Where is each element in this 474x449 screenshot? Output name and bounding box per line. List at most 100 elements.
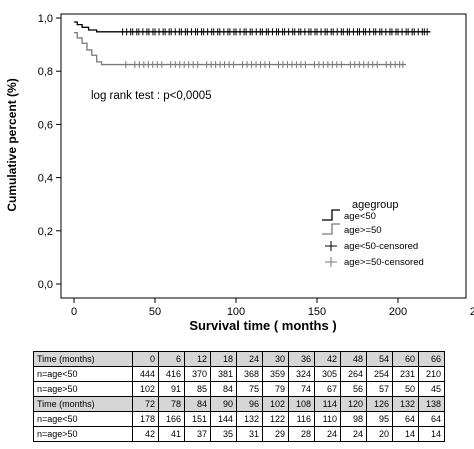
x-tick-label: 0 <box>71 306 77 318</box>
risk-table-header-cell: Time (months) <box>33 396 133 412</box>
log-rank-annotation: log rank test : p<0,0005 <box>91 90 212 102</box>
risk-table-value-cell: 305 <box>314 366 341 382</box>
risk-table-value-cell: 45 <box>418 381 445 397</box>
survival-chart: 0 50 100 150 200 250 0,0 0,2 0,4 0,6 0,8 1,0 Cumula… <box>5 13 474 333</box>
y-tick-label: 0,4 <box>38 173 53 185</box>
y-tick-label: 0,8 <box>38 66 53 78</box>
risk-table-time-cell: 66 <box>418 351 445 367</box>
risk-table-value-cell: 75 <box>236 381 263 397</box>
risk-table-value-cell: 166 <box>158 411 185 427</box>
chart-ticks: 0 50 100 150 200 250 0,0 0,2 0,4 0,6 0,8 1,0 <box>38 13 474 318</box>
risk-table-value-cell: 91 <box>158 381 185 397</box>
risk-table-value-cell: 37 <box>184 426 211 442</box>
risk-table-value-cell: 102 <box>132 381 159 397</box>
risk-table-time-cell: 54 <box>366 351 393 367</box>
risk-table-row-label: n=age>50 <box>33 381 133 397</box>
risk-table-value-cell: 64 <box>392 411 419 427</box>
y-axis-title: Cumulative percent (%) <box>5 78 19 211</box>
risk-table-row: n=age<50 444 416 370 381 368 359 324 305 264 254 23… <box>33 366 445 382</box>
risk-table-value-cell: 57 <box>366 381 393 397</box>
risk-table-value-cell: 116 <box>288 411 315 427</box>
risk-table-value-cell: 416 <box>158 366 185 382</box>
risk-table-row: n=age>50 102 91 85 84 75 79 74 67 56 57 50 45 <box>33 381 445 397</box>
risk-table-value-cell: 210 <box>418 366 445 382</box>
risk-table-time-cell: 126 <box>366 396 393 412</box>
risk-table-value-cell: 24 <box>340 426 367 442</box>
risk-table-time-cell: 132 <box>392 396 419 412</box>
risk-table-value-cell: 79 <box>262 381 289 397</box>
risk-table-time-cell: 72 <box>132 396 159 412</box>
risk-table-time-row: Time (months) 72 78 84 90 96 102 108 114 120 126 13… <box>33 396 445 412</box>
risk-table-time-cell: 108 <box>288 396 315 412</box>
risk-table-value-cell: 359 <box>262 366 289 382</box>
legend-label: age<50 <box>344 211 376 222</box>
risk-table-value-cell: 24 <box>314 426 341 442</box>
risk-table-time-cell: 78 <box>158 396 185 412</box>
risk-table-time-cell: 0 <box>132 351 159 367</box>
risk-table-time-cell: 30 <box>262 351 289 367</box>
risk-table-value-cell: 35 <box>210 426 237 442</box>
risk-table-value-cell: 56 <box>340 381 367 397</box>
risk-table-time-cell: 96 <box>236 396 263 412</box>
chart-curves <box>74 21 431 66</box>
risk-table: Time (months) 0 6 12 18 24 30 36 42 48 54 60 66 n=age… <box>33 351 445 442</box>
survival-curve-age-50-plus <box>74 31 407 66</box>
risk-table-value-cell: 50 <box>392 381 419 397</box>
risk-table-row-label: n=age>50 <box>33 426 133 442</box>
risk-table-time-cell: 12 <box>184 351 211 367</box>
risk-table-value-cell: 98 <box>340 411 367 427</box>
chart-legend: agegroup age<50 age>=50 age<50-censored age… <box>322 199 424 268</box>
risk-table-value-cell: 132 <box>236 411 263 427</box>
x-tick-label: 50 <box>149 306 161 318</box>
risk-table-time-cell: 138 <box>418 396 445 412</box>
legend-label: age>=50-censored <box>344 257 424 268</box>
risk-table-row-label: n=age<50 <box>33 366 133 382</box>
y-tick-label: 0,2 <box>38 226 53 238</box>
risk-table-value-cell: 14 <box>392 426 419 442</box>
legend-label: age<50-censored <box>344 241 418 252</box>
survival-curve-age-under-50 <box>74 21 431 33</box>
risk-table-value-cell: 370 <box>184 366 211 382</box>
risk-table-value-cell: 20 <box>366 426 393 442</box>
risk-table-time-cell: 18 <box>210 351 237 367</box>
risk-table-time-cell: 6 <box>158 351 185 367</box>
risk-table-time-cell: 48 <box>340 351 367 367</box>
risk-table-row: n=age>50 42 41 37 35 31 29 28 24 24 20 14 14 <box>33 426 445 442</box>
risk-table-value-cell: 110 <box>314 411 341 427</box>
y-tick-label: 1,0 <box>38 13 53 25</box>
legend-label: age>=50 <box>344 225 382 236</box>
risk-table-time-cell: 60 <box>392 351 419 367</box>
risk-table-value-cell: 84 <box>210 381 237 397</box>
risk-table-time-cell: 102 <box>262 396 289 412</box>
risk-table-value-cell: 178 <box>132 411 159 427</box>
risk-table-value-cell: 444 <box>132 366 159 382</box>
risk-table-time-cell: 42 <box>314 351 341 367</box>
risk-table-time-cell: 84 <box>184 396 211 412</box>
risk-table-value-cell: 29 <box>262 426 289 442</box>
risk-table-value-cell: 64 <box>418 411 445 427</box>
risk-table-value-cell: 14 <box>418 426 445 442</box>
risk-table-value-cell: 74 <box>288 381 315 397</box>
chart-axes <box>60 13 467 299</box>
risk-table-value-cell: 264 <box>340 366 367 382</box>
risk-table-time-cell: 120 <box>340 396 367 412</box>
risk-table-value-cell: 95 <box>366 411 393 427</box>
risk-table-time-cell: 36 <box>288 351 315 367</box>
risk-table-row: n=age<50 178 166 151 144 132 122 116 110 98 95 64 64 <box>33 411 445 427</box>
risk-table-time-cell: 90 <box>210 396 237 412</box>
risk-table-value-cell: 41 <box>158 426 185 442</box>
risk-table-value-cell: 368 <box>236 366 263 382</box>
x-tick-label: 200 <box>389 306 407 318</box>
risk-table-value-cell: 254 <box>366 366 393 382</box>
risk-table-value-cell: 85 <box>184 381 211 397</box>
x-axis-title: Survival time ( months ) <box>189 318 336 333</box>
risk-table-value-cell: 151 <box>184 411 211 427</box>
risk-table-row-label: n=age<50 <box>33 411 133 427</box>
x-tick-label: 100 <box>227 306 245 318</box>
legend-line-swatch <box>322 209 340 221</box>
x-tick-label: 150 <box>308 306 326 318</box>
risk-table-value-cell: 28 <box>288 426 315 442</box>
risk-table-value-cell: 67 <box>314 381 341 397</box>
y-tick-label: 0,0 <box>38 279 53 291</box>
chart-censor-marks <box>122 28 428 69</box>
